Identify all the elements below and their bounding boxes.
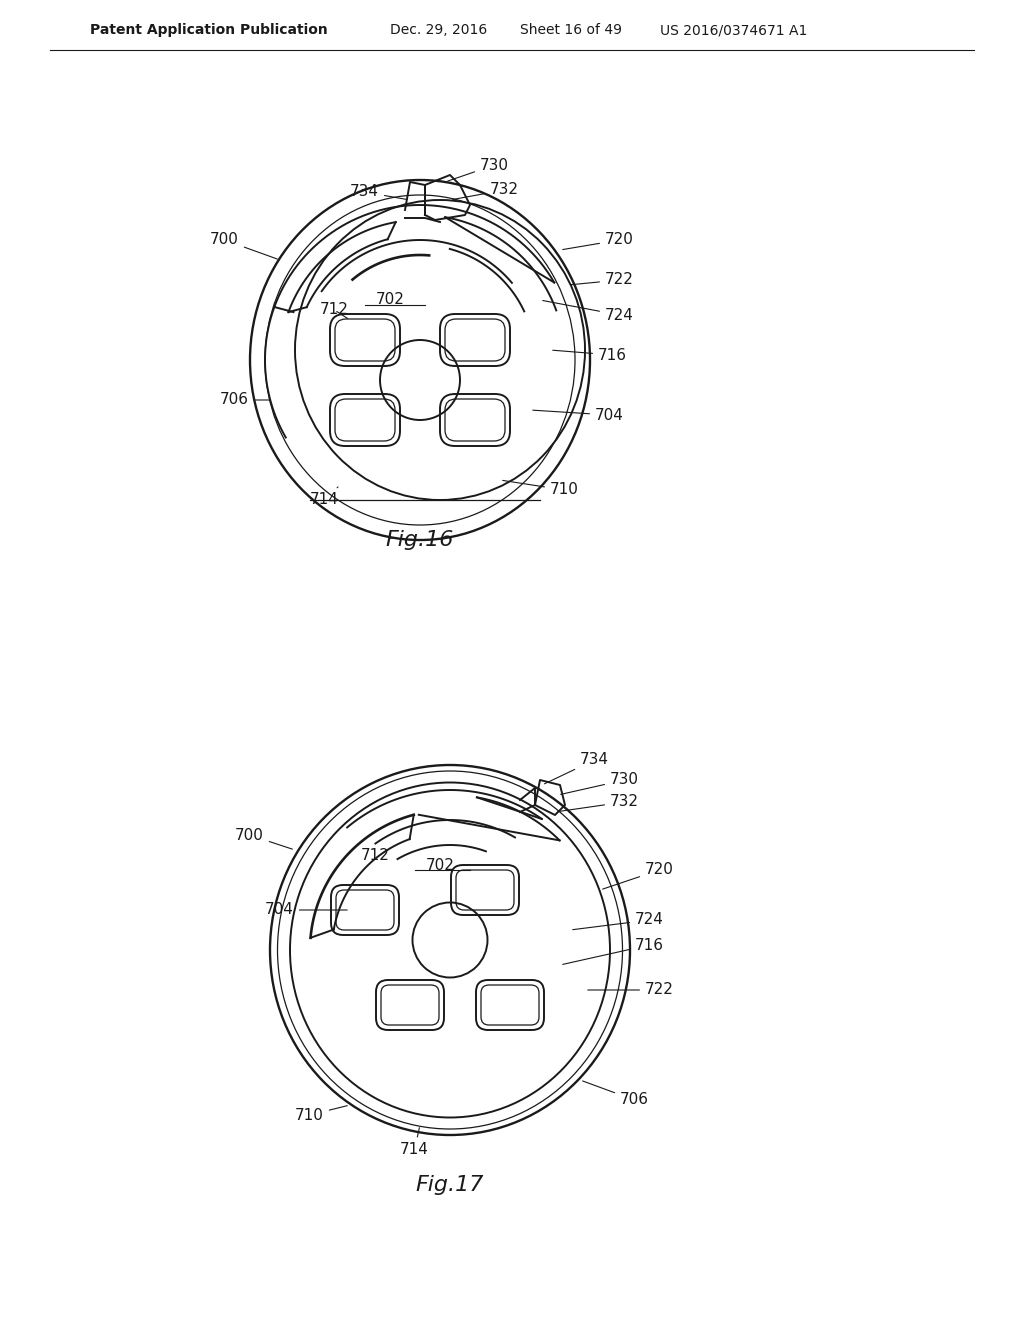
Text: Fig.16: Fig.16 — [386, 531, 455, 550]
Text: 702: 702 — [376, 293, 404, 308]
Text: 732: 732 — [558, 795, 639, 812]
Text: 716: 716 — [563, 937, 664, 965]
Text: Fig.17: Fig.17 — [416, 1175, 484, 1195]
Text: 714: 714 — [400, 1127, 429, 1158]
Text: Sheet 16 of 49: Sheet 16 of 49 — [520, 22, 622, 37]
Text: 706: 706 — [220, 392, 269, 408]
Text: Patent Application Publication: Patent Application Publication — [90, 22, 328, 37]
Text: 712: 712 — [361, 847, 390, 862]
Text: 702: 702 — [426, 858, 455, 873]
Text: 706: 706 — [583, 1081, 649, 1107]
Text: 722: 722 — [570, 272, 634, 288]
Text: 724: 724 — [543, 301, 634, 322]
Text: 704: 704 — [265, 903, 347, 917]
Text: 734: 734 — [545, 752, 609, 784]
Text: 720: 720 — [563, 232, 634, 249]
Text: 720: 720 — [603, 862, 674, 890]
Text: 700: 700 — [210, 232, 278, 259]
Text: 714: 714 — [310, 487, 339, 507]
Text: 730: 730 — [561, 772, 639, 795]
Text: 722: 722 — [588, 982, 674, 998]
Text: 730: 730 — [447, 157, 509, 181]
Text: 716: 716 — [553, 347, 627, 363]
Text: 732: 732 — [453, 182, 519, 199]
Text: 712: 712 — [319, 302, 349, 318]
Text: 710: 710 — [295, 1106, 347, 1122]
Text: 704: 704 — [532, 408, 624, 422]
Text: 710: 710 — [503, 480, 579, 498]
Text: US 2016/0374671 A1: US 2016/0374671 A1 — [660, 22, 807, 37]
Text: 724: 724 — [572, 912, 664, 929]
Text: 700: 700 — [234, 828, 293, 849]
Text: Dec. 29, 2016: Dec. 29, 2016 — [390, 22, 487, 37]
Text: 734: 734 — [350, 185, 408, 199]
